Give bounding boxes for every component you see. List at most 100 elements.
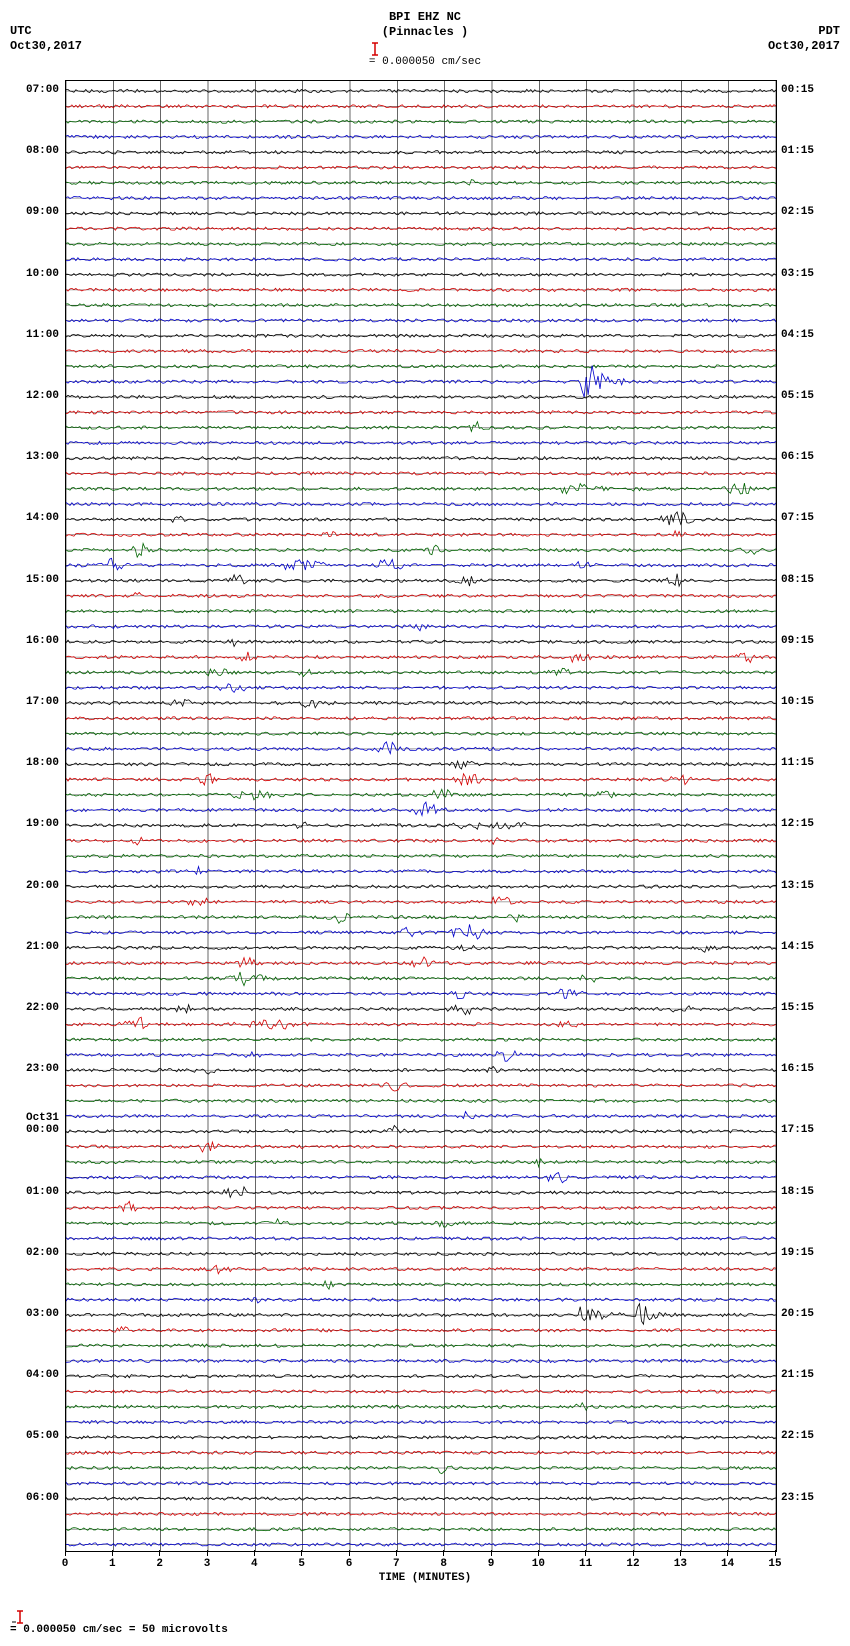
trace-row	[66, 822, 776, 829]
trace-row	[66, 625, 776, 631]
trace-row	[66, 544, 776, 558]
utc-time-label: 10:00	[10, 268, 59, 280]
trace-row	[66, 1265, 776, 1274]
trace-row	[66, 945, 776, 952]
trace-row	[66, 914, 776, 924]
trace-row	[66, 684, 776, 693]
trace-row	[66, 1083, 776, 1091]
x-tick-label: 6	[346, 1558, 353, 1570]
trace-row	[66, 639, 776, 646]
trace-row	[66, 867, 776, 875]
x-tick	[396, 1550, 397, 1556]
utc-time-label: 03:00	[10, 1308, 59, 1320]
tz-left-date: Oct30,2017	[10, 39, 82, 54]
utc-time-label: 21:00	[10, 941, 59, 953]
seismogram-svg	[66, 81, 776, 1551]
pdt-time-label: 20:15	[781, 1308, 814, 1320]
x-tick	[585, 1550, 586, 1556]
utc-time-label: 19:00	[10, 818, 59, 830]
pdt-time-label: 07:15	[781, 512, 814, 524]
pdt-time-label: 15:15	[781, 1002, 814, 1014]
trace-row	[66, 180, 776, 186]
trace-row	[66, 1304, 776, 1325]
pdt-time-label: 04:15	[781, 329, 814, 341]
trace-row	[66, 957, 776, 967]
pdt-time-label: 16:15	[781, 1063, 814, 1075]
timezone-left: UTC Oct30,2017	[10, 24, 82, 54]
pdt-time-label: 11:15	[781, 757, 814, 769]
trace-row	[66, 1126, 776, 1134]
trace-row	[66, 1512, 776, 1515]
x-tick	[680, 1550, 681, 1556]
trace-row	[66, 1112, 776, 1119]
trace-row	[66, 700, 776, 708]
trace-row	[66, 1187, 776, 1198]
scale-bar-icon	[369, 42, 381, 56]
x-tick	[112, 1550, 113, 1556]
utc-time-label: 13:00	[10, 451, 59, 463]
trace-row	[66, 593, 776, 598]
trace-row	[66, 1327, 776, 1332]
pdt-time-label: 01:15	[781, 145, 814, 157]
x-tick	[349, 1550, 350, 1556]
footer-text: = 0.000050 cm/sec = 50 microvolts	[10, 1624, 228, 1636]
trace-row	[66, 1159, 776, 1167]
trace-row	[66, 897, 776, 905]
x-tick	[491, 1550, 492, 1556]
trace-row	[66, 989, 776, 999]
tz-right-name: PDT	[768, 24, 840, 39]
x-tick	[775, 1550, 776, 1556]
pdt-time-label: 10:15	[781, 696, 814, 708]
trace-row	[66, 1201, 776, 1211]
trace-row	[66, 334, 776, 337]
header: BPI EHZ NC (Pinnacles ) = 0.000050 cm/se…	[10, 10, 840, 80]
pdt-time-label: 13:15	[781, 880, 814, 892]
utc-time-label: 17:00	[10, 696, 59, 708]
x-tick-label: 15	[768, 1558, 781, 1570]
trace-row	[66, 1281, 776, 1289]
pdt-time-label: 06:15	[781, 451, 814, 463]
trace-row	[66, 1051, 776, 1061]
trace-row	[66, 1142, 776, 1152]
title-block: BPI EHZ NC (Pinnacles ) = 0.000050 cm/se…	[10, 10, 840, 70]
x-tick	[254, 1550, 255, 1556]
utc-time-label: 23:00	[10, 1063, 59, 1075]
scale-value: = 0.000050 cm/sec	[369, 56, 481, 68]
trace-row	[66, 558, 776, 570]
trace-row	[66, 837, 776, 845]
pdt-time-label: 14:15	[781, 941, 814, 953]
trace-row	[66, 1466, 776, 1474]
trace-row	[66, 789, 776, 800]
utc-time-label: 22:00	[10, 1002, 59, 1014]
trace-row	[66, 1005, 776, 1015]
pdt-time-label: 21:15	[781, 1369, 814, 1381]
x-tick-label: 7	[393, 1558, 400, 1570]
utc-day-label: Oct31	[10, 1112, 59, 1124]
x-tick-label: 8	[440, 1558, 447, 1570]
plot-area: 07:0000:1508:0001:1509:0002:1510:0003:15…	[10, 80, 840, 1600]
trace-row	[66, 531, 776, 537]
trace-row	[66, 483, 776, 494]
utc-time-label: 07:00	[10, 84, 59, 96]
x-tick-label: 9	[488, 1558, 495, 1570]
trace-row	[66, 972, 776, 986]
x-tick-label: 14	[721, 1558, 734, 1570]
x-tick	[207, 1550, 208, 1556]
trace-row	[66, 197, 776, 200]
utc-time-label: 16:00	[10, 635, 59, 647]
seismogram-container: BPI EHZ NC (Pinnacles ) = 0.000050 cm/se…	[10, 10, 840, 1636]
x-tick	[633, 1550, 634, 1556]
trace-row	[66, 1173, 776, 1183]
trace-row	[66, 574, 776, 587]
scale-legend: = 0.000050 cm/sec	[369, 42, 481, 70]
trace-row	[66, 774, 776, 785]
x-tick-label: 1	[109, 1558, 116, 1570]
utc-time-label: 15:00	[10, 574, 59, 586]
pdt-time-label: 00:15	[781, 84, 814, 96]
utc-time-label: 05:00	[10, 1430, 59, 1442]
x-tick	[538, 1550, 539, 1556]
trace-row	[66, 366, 776, 397]
trace-row	[66, 924, 776, 939]
x-tick	[159, 1550, 160, 1556]
x-tick-label: 4	[251, 1558, 258, 1570]
